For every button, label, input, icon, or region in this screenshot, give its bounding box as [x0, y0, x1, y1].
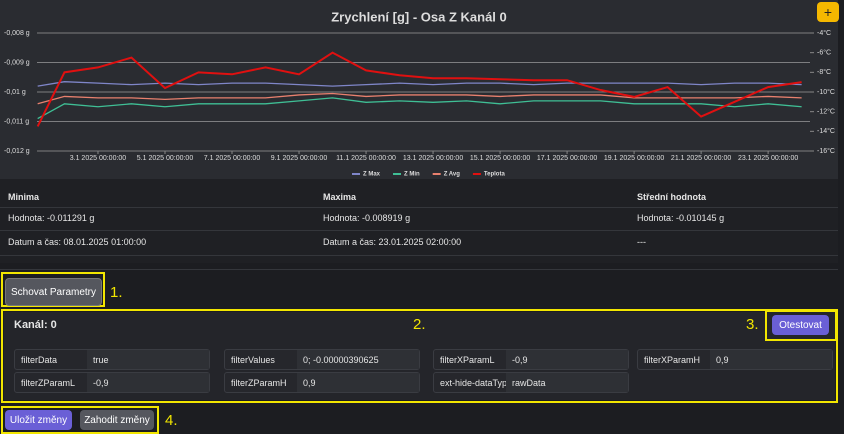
marker: 2. [413, 316, 426, 333]
x-tick-label: 9.1 2025 00:00:00 [271, 155, 328, 162]
discard-button[interactable]: Zahodit změny [80, 410, 154, 430]
param-label: ext-hide-dataType [440, 378, 513, 388]
highlight-box [1, 309, 838, 403]
y2-tick-label: -12°C [817, 108, 835, 116]
param-input[interactable]: true [87, 350, 209, 369]
param-field: filterData true [14, 349, 210, 370]
param-input[interactable]: rawData [506, 373, 628, 392]
legend-label: Z Max [363, 172, 381, 178]
series-line [37, 97, 802, 120]
divider [0, 269, 838, 270]
marker: 4. [165, 412, 178, 429]
param-input[interactable]: 0,9 [710, 350, 832, 369]
legend-label: Teplota [484, 172, 506, 178]
x-tick-label: 15.1 2025 00:00:00 [470, 155, 530, 162]
y-tick-label: -0,011 g [4, 118, 29, 125]
stat-value: Hodnota: -0.011291 g [8, 213, 95, 223]
test-button[interactable]: Otestovat [772, 315, 829, 335]
param-label: filterXParamH [644, 355, 701, 365]
param-input[interactable]: 0; -0.00000390625 [297, 350, 419, 369]
toggle-button[interactable]: Schovat Parametry [5, 278, 102, 306]
param-input[interactable]: -0,9 [87, 373, 209, 392]
highlight-box [1, 406, 159, 434]
save-button[interactable]: Uložit změny [5, 410, 72, 430]
param-field: filterZParamL -0,9 [14, 372, 210, 393]
param-field: filterValues 0; -0.00000390625 [224, 349, 420, 370]
param-field: filterXParamH 0,9 [637, 349, 833, 370]
param-input[interactable]: -0,9 [506, 350, 628, 369]
divider [0, 207, 838, 208]
stat-heading: Maxima [323, 192, 357, 202]
marker: 3. [746, 316, 759, 333]
series-line [37, 92, 802, 105]
y-tick-label: -0,009 g [4, 59, 30, 66]
channel-label: Kanál: 0 [14, 319, 57, 331]
legend-label: Z Avg [444, 172, 461, 178]
x-tick-label: 17.1 2025 00:00:00 [537, 155, 597, 162]
add-button[interactable]: + [817, 2, 839, 22]
divider [0, 255, 838, 256]
param-label: filterXParamL [440, 355, 495, 365]
stat-value: Hodnota: -0.008919 g [323, 213, 411, 223]
divider [0, 230, 838, 231]
chart: Zrychlení [g] - Osa Z Kanál 0 -0,008 g -0… [0, 0, 838, 179]
stat-date: Datum a čas: 23.01.2025 02:00:00 [323, 237, 462, 247]
x-tick-label: 3.1 2025 00:00:00 [70, 155, 127, 162]
param-field: filterZParamH 0,9 [224, 372, 420, 393]
param-label: filterValues [231, 355, 275, 365]
param-field: ext-hide-dataType rawData [433, 372, 629, 393]
x-tick-label: 21.1 2025 00:00:00 [671, 155, 731, 162]
x-tick-label: 23.1 2025 00:00:00 [738, 155, 798, 162]
y2-tick-label: -14°C [817, 127, 835, 135]
y-tick-label: -0,012 g [4, 148, 30, 155]
highlight-box [1, 272, 105, 307]
stat-value: Hodnota: -0.010145 g [637, 213, 725, 223]
param-field: filterXParamL -0,9 [433, 349, 629, 370]
param-label: filterZParamL [21, 378, 76, 388]
stat-date: --- [637, 237, 646, 247]
y2-tick-label: -4°C [817, 29, 831, 37]
param-label: filterZParamH [231, 378, 287, 388]
highlight-box [765, 310, 837, 341]
y-tick-label: -0,01 g [4, 89, 26, 96]
x-tick-label: 19.1 2025 00:00:00 [604, 155, 664, 162]
marker: 1. [110, 284, 123, 301]
param-label: filterData [21, 355, 58, 365]
param-input[interactable]: 0,9 [297, 373, 419, 392]
chart-background [0, 0, 838, 179]
x-tick-label: 11.1 2025 00:00:00 [336, 155, 396, 162]
stat-heading: Střední hodnota [637, 192, 706, 202]
chart-title: Zrychlení [g] - Osa Z Kanál 0 [331, 9, 507, 24]
stats-panel [0, 179, 838, 263]
series-line [36, 51, 802, 127]
x-tick-label: 5.1 2025 00:00:00 [137, 155, 194, 162]
stat-heading: Minima [8, 192, 40, 202]
y2-tick-label: -10°C [817, 88, 835, 96]
y-tick-label: -0,008 g [4, 30, 30, 37]
x-tick-label: 7.1 2025 00:00:00 [204, 155, 261, 162]
y2-tick-label: -16°C [817, 147, 835, 155]
y2-tick-label: -8°C [817, 68, 831, 76]
legend-label: Z Min [404, 172, 420, 178]
stat-date: Datum a čas: 08.01.2025 01:00:00 [8, 237, 147, 247]
y2-tick-label: -6°C [817, 49, 831, 57]
x-tick-label: 13.1 2025 00:00:00 [403, 155, 463, 162]
